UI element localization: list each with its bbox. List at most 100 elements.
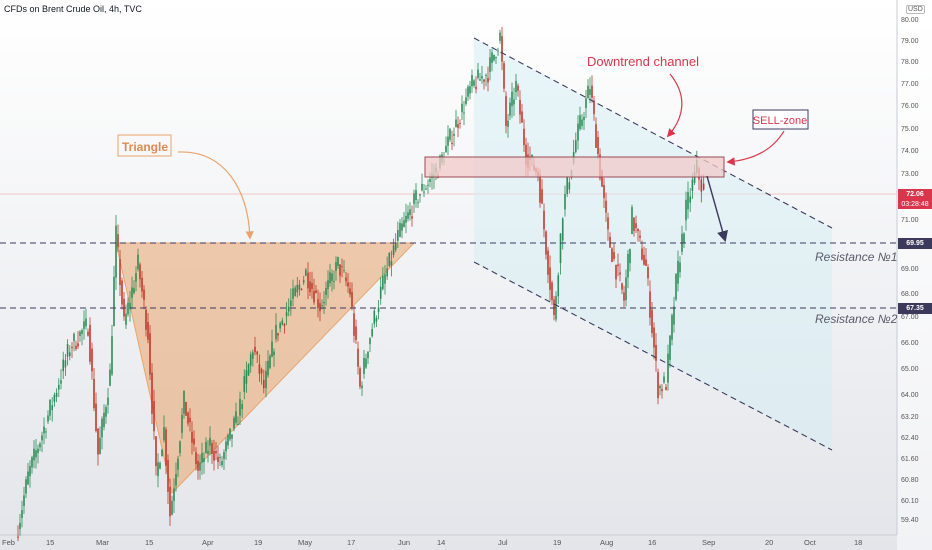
candle-body [296, 284, 299, 293]
candle-body [507, 120, 509, 127]
candle-body [131, 287, 133, 298]
candle-body [635, 223, 637, 228]
channel-arrow [666, 73, 683, 138]
candle-body [501, 36, 503, 62]
y-tick-label: 71.00 [901, 217, 919, 224]
candle-body [667, 353, 669, 383]
candle-body [335, 262, 337, 271]
candle-body [165, 429, 167, 466]
candle-body [213, 451, 215, 461]
candle-body [189, 417, 191, 423]
candle-body [379, 286, 382, 299]
candle-body [227, 434, 229, 446]
candle-body [121, 280, 123, 305]
candle-body [645, 259, 647, 266]
triangle-label-text: Triangle [122, 140, 168, 154]
y-tick-label: 80.00 [901, 17, 919, 24]
candle-body [649, 291, 651, 318]
candle-body [81, 330, 83, 334]
candle-body [661, 389, 663, 392]
candle-body [390, 261, 393, 266]
candle-body [403, 220, 405, 227]
candle-body [557, 275, 560, 297]
x-tick-label: Feb [2, 538, 15, 547]
candle-body [217, 456, 219, 463]
candle-body [119, 259, 121, 286]
candle-body [382, 275, 384, 290]
x-tick-label: 19 [254, 538, 262, 547]
candle-body [149, 333, 151, 375]
y-tick-label: 73.00 [901, 171, 919, 178]
candle-body [207, 451, 209, 454]
candle-body [581, 119, 583, 126]
candle-body [313, 291, 315, 303]
candle-body [225, 441, 227, 452]
chart-title: CFDs on Brent Crude Oil, 4h, TVC [4, 4, 142, 14]
y-tick-label: 60.10 [901, 498, 919, 505]
candle-body [21, 510, 23, 518]
candle-body [185, 401, 187, 416]
candle-body [629, 248, 631, 264]
candle-body [117, 234, 119, 247]
candle-body [77, 343, 79, 347]
candle-body [579, 115, 581, 129]
candle-body [625, 277, 627, 301]
candle-body [509, 102, 511, 116]
candle-body [386, 268, 388, 277]
candle-body [215, 450, 217, 454]
candle-body [361, 385, 363, 389]
candle-body [31, 457, 33, 468]
candle-body [375, 317, 378, 322]
candle-body [327, 280, 329, 290]
candle-body [193, 438, 195, 445]
candle-body [597, 137, 599, 155]
candle-body [487, 77, 489, 83]
channel-label-text: Downtrend channel [587, 54, 699, 69]
candle-body [221, 461, 223, 466]
candle-body [269, 355, 271, 368]
candle-body [457, 124, 459, 128]
candle-body [23, 495, 25, 507]
candle-body [519, 99, 521, 115]
candle-body [343, 270, 345, 272]
candle-body [449, 128, 451, 140]
candle-body [601, 170, 603, 187]
x-tick-label: 16 [648, 538, 656, 547]
candle-body [669, 335, 671, 360]
resistance-2-tag: 67.35 [898, 303, 932, 314]
candle-body [613, 252, 615, 259]
x-tick-label: 17 [347, 538, 355, 547]
candle-body [87, 331, 89, 336]
candle-body [285, 312, 288, 317]
candle-body [205, 441, 207, 453]
y-tick-label: 78.00 [901, 59, 919, 66]
candle-body [653, 327, 655, 348]
candle-body [45, 431, 47, 433]
candle-body [471, 74, 473, 87]
candle-body [515, 80, 517, 93]
candle-body [373, 310, 376, 324]
candle-body [585, 98, 587, 108]
candle-body [657, 371, 659, 399]
candle-body [27, 471, 29, 485]
resistance-2-label: Resistance №2 [815, 312, 898, 326]
candle-body [66, 344, 69, 357]
candle-body [513, 99, 515, 105]
candle-body [183, 391, 185, 414]
candle-body [41, 435, 43, 441]
candle-body [521, 111, 523, 123]
candle-body [60, 380, 62, 384]
x-tick-label: 18 [854, 538, 862, 547]
currency-badge[interactable]: USD [906, 5, 925, 14]
x-tick-label: Apr [202, 538, 214, 547]
price-axis-background [897, 0, 932, 550]
candle-body [663, 376, 665, 383]
candle-body [195, 452, 197, 465]
candle-body [463, 112, 465, 114]
candle-body [621, 283, 623, 290]
candle-body [651, 309, 653, 334]
candle-body [673, 306, 675, 325]
sell-arrow [726, 130, 785, 166]
x-tick-label: 15 [46, 538, 54, 547]
